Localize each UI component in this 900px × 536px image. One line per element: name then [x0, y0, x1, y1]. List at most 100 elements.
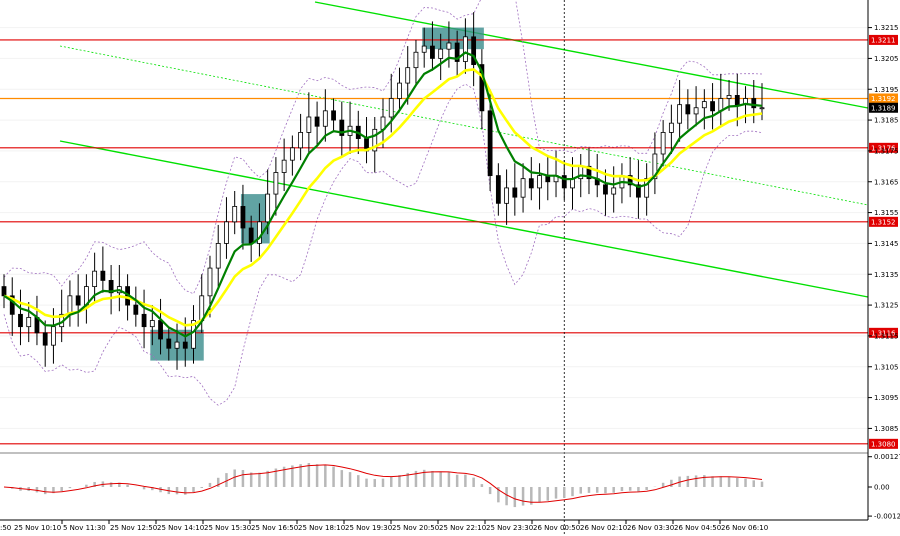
- candle-body: [75, 295, 81, 306]
- candle-body: [471, 36, 477, 65]
- candle-body: [273, 172, 279, 195]
- macd-tick-label: 0.00: [874, 484, 890, 492]
- time-tick-label: 5 Nov 11:30: [63, 524, 106, 532]
- price-tick-label: 1.3185: [874, 117, 899, 125]
- time-tick-label: :50: [0, 524, 11, 532]
- time-tick-label: 25 Nov 22:10: [439, 524, 486, 532]
- candle-body: [701, 101, 707, 109]
- current-price-tag: 1.3189: [869, 102, 898, 113]
- time-tick-label: 25 Nov 14:10: [157, 524, 204, 532]
- candle-body: [9, 295, 15, 315]
- candle-body: [726, 95, 732, 99]
- level-label-box: [869, 93, 898, 104]
- macd-histogram: [10, 463, 764, 508]
- level-label-box: [869, 34, 898, 45]
- candle-body: [520, 178, 526, 198]
- signal-box-breakout-zone: [240, 194, 270, 244]
- candle-body: [281, 159, 287, 173]
- price-tick-label: 1.3115: [874, 332, 899, 340]
- candle-body: [636, 184, 641, 198]
- candle-body: [446, 42, 452, 50]
- time-tick-label: 26 Nov 02:10: [580, 524, 627, 532]
- price-tick-label: 1.3205: [874, 55, 899, 63]
- bollinger-upper: [3, 0, 763, 295]
- level-label-box: [869, 216, 898, 227]
- candle-body: [133, 304, 139, 315]
- candle-body: [306, 116, 312, 133]
- candle-body: [174, 341, 180, 349]
- time-tick-label: 25 Nov 18:10: [298, 524, 345, 532]
- candle-body: [693, 107, 699, 115]
- price-tick-label: 1.3155: [874, 209, 899, 217]
- time-tick-label: 25 Nov 15:30: [204, 524, 251, 532]
- bollinger-bands: [3, 0, 763, 406]
- time-tick-label: 26 Nov 06:10: [721, 524, 768, 532]
- candle-body: [421, 45, 427, 53]
- candle-body: [42, 332, 48, 346]
- candle-body: [100, 270, 106, 281]
- candle-body: [430, 45, 435, 59]
- mid-channel-line: [59, 45, 869, 206]
- candle-body: [611, 187, 617, 195]
- candle-body: [685, 104, 691, 115]
- candle-body: [660, 132, 666, 155]
- macd-tick-label: 0.00127: [874, 453, 900, 461]
- time-tick-label: 25 Nov 23:30: [486, 524, 533, 532]
- level-label: 1.3080: [871, 440, 896, 448]
- level-label: 1.3176: [871, 144, 896, 152]
- macd-tick-label: -0.00122: [874, 513, 900, 521]
- candle-body: [372, 128, 378, 152]
- candle-body: [454, 42, 460, 62]
- price-tick-label: 1.3215: [874, 24, 899, 32]
- price-tick-label: 1.3095: [874, 394, 899, 402]
- price-tick-label: 1.3125: [874, 302, 899, 310]
- candle-body: [487, 110, 493, 176]
- candle-body: [158, 320, 163, 340]
- candle-body: [504, 187, 509, 204]
- candle-body: [759, 107, 765, 110]
- level-label: 1.3211: [871, 36, 896, 44]
- candle-body: [652, 153, 658, 180]
- price-tick-label: 1.3085: [874, 425, 899, 433]
- candle-body: [751, 98, 757, 109]
- macd-axis-ticks: 0.00127 0.00 -0.00122: [868, 453, 900, 521]
- price-tick-label: 1.3175: [874, 147, 899, 155]
- candle-body: [479, 64, 485, 112]
- candle-body: [710, 101, 715, 112]
- candle-body: [51, 326, 56, 346]
- price-tick-label: 1.3105: [874, 363, 899, 371]
- time-tick-label: 25 Nov 19:30: [345, 524, 392, 532]
- trend-channels: [59, 1, 869, 298]
- level-label: 1.3152: [871, 218, 896, 226]
- signal-box-sell-zone: [422, 27, 484, 50]
- candle-body: [215, 243, 221, 269]
- candle-body: [397, 82, 402, 99]
- time-axis: :50 25 Nov 10:10 5 Nov 11:30 25 Nov 12:50 25…: [0, 520, 768, 532]
- candle-body: [108, 280, 114, 294]
- candle-body: [627, 175, 633, 186]
- level-label-box: [869, 142, 898, 153]
- ma-green-line: [3, 51, 763, 338]
- candle-body: [240, 206, 246, 229]
- candle-body: [248, 227, 254, 244]
- candle-body: [18, 313, 23, 328]
- price-tick-label: 1.3135: [874, 271, 899, 279]
- candle-body: [207, 267, 213, 297]
- candle-body: [495, 175, 501, 204]
- main-panel-background: [0, 0, 868, 452]
- price-tick-label: 1.3195: [874, 86, 899, 94]
- candle-body: [512, 187, 518, 198]
- candle-body: [322, 110, 328, 127]
- price-tick-label: 1.3165: [874, 178, 899, 186]
- time-tick-label: 26 Nov 03:30: [627, 524, 674, 532]
- candle-body: [331, 110, 336, 121]
- level-label: 1.3192: [871, 95, 896, 103]
- candle-body: [289, 147, 295, 161]
- candle-body: [26, 317, 32, 328]
- time-tick-label: 25 Nov 10:10: [14, 524, 61, 532]
- candle-body: [462, 36, 468, 62]
- ma-yellow-line: [3, 68, 763, 327]
- time-tick-label: 26 Nov 00:50: [533, 524, 580, 532]
